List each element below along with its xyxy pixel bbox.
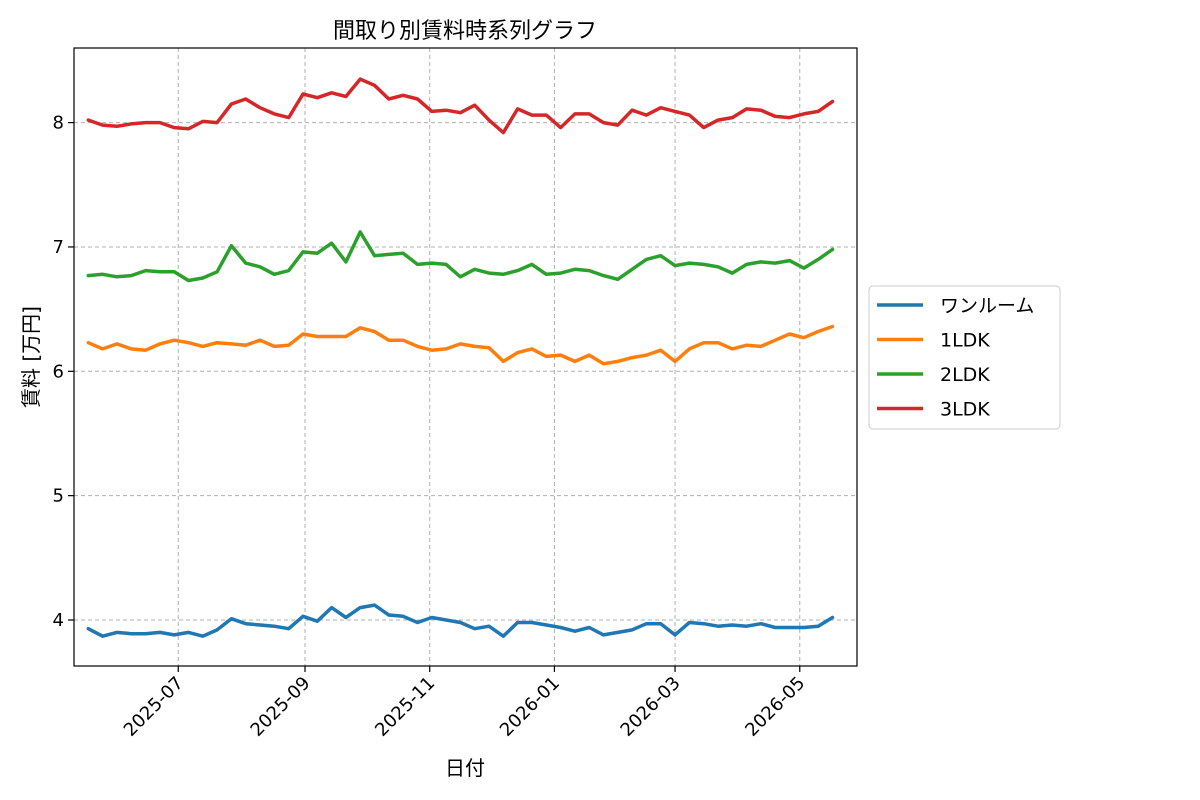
series-line-0 — [86, 603, 835, 638]
y-axis-label: 賃料 [万円] — [19, 306, 43, 408]
y-tick-label: 6 — [53, 361, 64, 382]
grid-lines — [74, 48, 857, 666]
y-tick-label: 7 — [53, 237, 64, 258]
x-axis-label: 日付 — [445, 756, 485, 780]
chart-title: 間取り別賃料時系列グラフ — [333, 19, 597, 44]
x-tick-label: 2025-09 — [247, 673, 315, 741]
x-axis-ticks: 2025-07 2025-09 2025-11 2026-01 2026-03 2026-… — [120, 666, 809, 741]
legend-label: 1LDK — [940, 330, 990, 352]
legend-box — [868, 285, 1061, 430]
series-line-1 — [86, 324, 835, 366]
x-tick-label: 2026-05 — [741, 673, 809, 741]
series-lines — [86, 77, 835, 638]
legend-label: ワンルーム — [940, 295, 1034, 317]
plot-frame — [73, 47, 858, 667]
x-tick-label: 2026-01 — [496, 673, 564, 741]
legend: ワンルーム 1LDK 2LDK 3LDK — [868, 285, 1061, 430]
x-tick-label: 2025-07 — [120, 673, 188, 741]
x-tick-label: 2025-11 — [371, 673, 439, 741]
x-tick-label: 2026-03 — [617, 673, 685, 741]
y-tick-label: 5 — [53, 486, 64, 507]
series-line-2 — [86, 230, 835, 283]
y-tick-label: 8 — [53, 113, 64, 134]
y-axis-ticks: 4 5 6 7 8 — [53, 113, 74, 631]
legend-label: 2LDK — [940, 364, 990, 386]
y-tick-label: 4 — [53, 610, 64, 631]
legend-label: 3LDK — [940, 399, 990, 421]
series-line-3 — [86, 77, 835, 135]
